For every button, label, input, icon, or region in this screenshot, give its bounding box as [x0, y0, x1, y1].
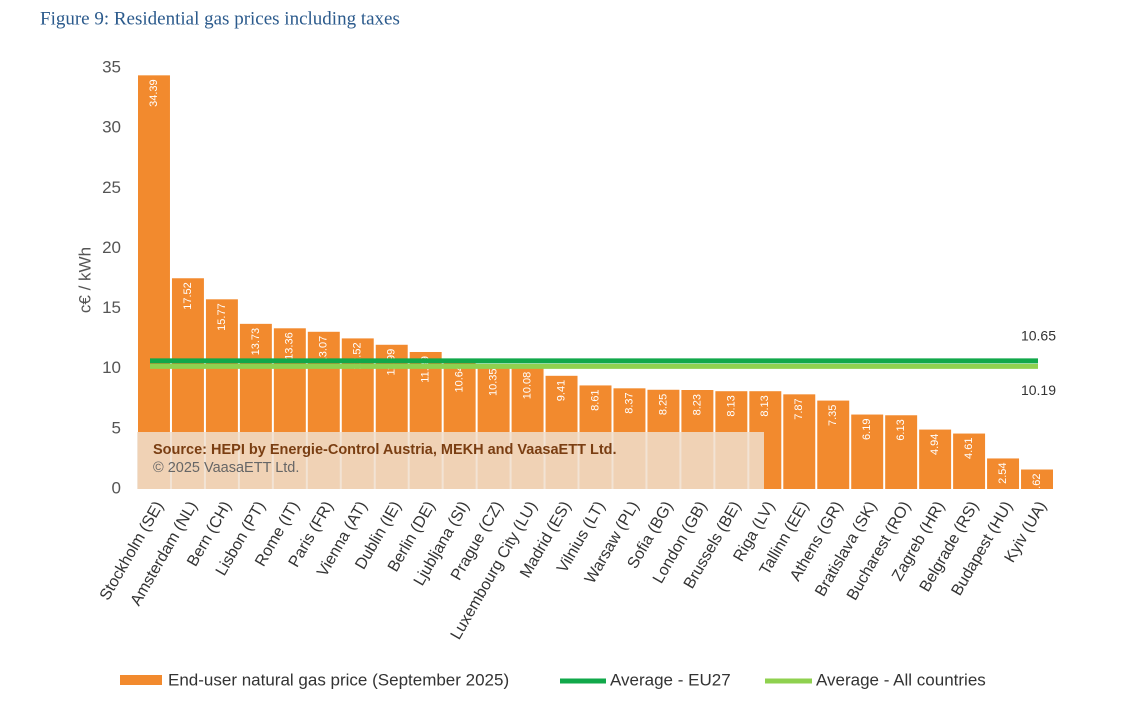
value-label: 4.94 — [929, 434, 941, 455]
y-tick-label: 0 — [112, 478, 121, 497]
source-box — [137, 432, 764, 489]
bar — [953, 433, 986, 489]
value-label: 7.87 — [793, 398, 805, 419]
value-label: 9.41 — [555, 380, 567, 401]
bar — [1021, 469, 1053, 489]
value-label: 8.13 — [725, 395, 737, 416]
value-label: 34.39 — [148, 79, 160, 107]
y-tick-label: 15 — [102, 298, 121, 317]
value-label: 1.62 — [1031, 474, 1043, 495]
value-label: 6.19 — [861, 419, 873, 440]
value-label: 8.25 — [657, 394, 669, 415]
bar — [783, 394, 816, 489]
bar — [851, 414, 884, 489]
y-axis-label: c€ / kWh — [75, 247, 94, 313]
value-label: 2.54 — [997, 462, 1009, 483]
legend-label: End-user natural gas price (September 20… — [168, 670, 509, 689]
y-tick-label: 5 — [112, 418, 121, 437]
bar — [885, 415, 918, 489]
legend-label: Average - All countries — [816, 670, 986, 689]
value-label: 17.52 — [182, 282, 194, 310]
value-label: 10.64 — [454, 365, 466, 393]
copyright-note: © 2025 VaasaETT Ltd. — [153, 460, 299, 476]
value-label: 15.77 — [216, 303, 228, 331]
y-tick-label: 30 — [102, 118, 121, 137]
value-label: 7.35 — [827, 405, 839, 426]
average-label: 10.19 — [1021, 382, 1056, 398]
value-label: 10.08 — [521, 372, 533, 400]
value-label: 10.35 — [488, 369, 500, 397]
value-label: 13.07 — [318, 336, 330, 364]
bar — [138, 75, 170, 489]
source-note: Source: HEPI by Energie-Control Austria,… — [153, 442, 617, 458]
value-label: 4.61 — [963, 438, 975, 459]
legend-label: Average - EU27 — [610, 670, 731, 689]
y-tick-label: 25 — [102, 178, 121, 197]
bar — [817, 400, 850, 489]
bar — [987, 458, 1020, 489]
value-label: 8.13 — [759, 395, 771, 416]
y-tick-label: 20 — [102, 238, 121, 257]
value-label: 8.61 — [589, 389, 601, 410]
chart-title: Figure 9: Residential gas prices includi… — [40, 8, 400, 29]
average-label: 10.65 — [1021, 328, 1056, 344]
value-label: 8.23 — [691, 394, 703, 415]
y-tick-label: 10 — [102, 358, 121, 377]
legend-swatch — [120, 675, 162, 685]
value-label: 13.73 — [250, 328, 262, 356]
value-label: 8.37 — [623, 392, 635, 413]
bar — [919, 429, 952, 489]
value-label: 6.13 — [895, 419, 907, 440]
y-tick-label: 35 — [102, 57, 121, 76]
value-label: 13.36 — [284, 332, 296, 360]
